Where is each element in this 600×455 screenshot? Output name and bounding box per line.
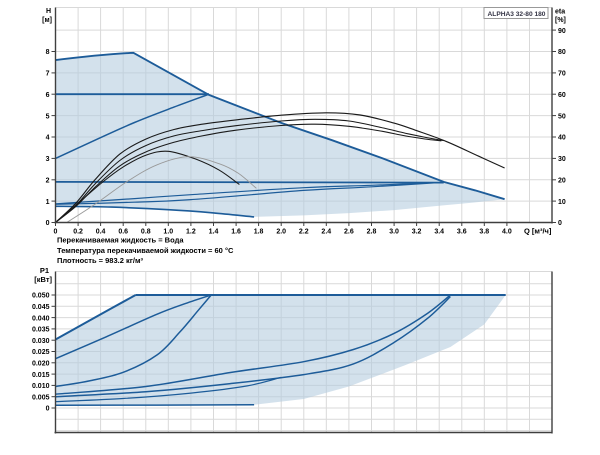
svg-text:8: 8 [46,49,50,56]
svg-text:eta: eta [555,9,565,16]
svg-text:3.4: 3.4 [434,229,444,236]
svg-text:1.0: 1.0 [163,229,173,236]
svg-text:1.4: 1.4 [209,229,219,236]
svg-text:10: 10 [558,199,566,206]
svg-text:0.035: 0.035 [32,327,50,334]
svg-text:20: 20 [558,177,566,184]
svg-text:0.025: 0.025 [32,349,50,356]
svg-text:7: 7 [46,71,50,78]
svg-text:0.2: 0.2 [73,229,83,236]
svg-text:6: 6 [46,92,50,99]
svg-text:0.045: 0.045 [32,304,50,311]
svg-text:2.2: 2.2 [299,229,309,236]
svg-text:2.0: 2.0 [276,229,286,236]
svg-text:40: 40 [558,135,566,142]
svg-text:30: 30 [558,156,566,163]
svg-text:3.6: 3.6 [457,229,467,236]
svg-text:0: 0 [54,229,58,236]
svg-text:4: 4 [46,135,50,142]
svg-text:0.030: 0.030 [32,338,50,345]
svg-text:Плотность = 983.2 кг/м³: Плотность = 983.2 кг/м³ [57,256,143,265]
svg-text:0.040: 0.040 [32,315,50,322]
svg-text:0.015: 0.015 [32,372,50,379]
svg-text:0: 0 [558,220,562,227]
svg-text:4.0: 4.0 [502,229,512,236]
svg-text:0.020: 0.020 [32,361,50,368]
svg-text:Температура перекачиваемой жид: Температура перекачиваемой жидкости = 60… [57,246,234,255]
svg-text:3.8: 3.8 [479,229,489,236]
svg-text:2: 2 [46,177,50,184]
svg-text:[%]: [%] [555,17,566,24]
svg-text:5: 5 [46,113,50,120]
svg-text:80: 80 [558,49,566,56]
svg-text:2.4: 2.4 [321,229,331,236]
svg-text:3.2: 3.2 [412,229,422,236]
svg-text:1.8: 1.8 [254,229,264,236]
svg-text:0.050: 0.050 [32,293,50,300]
svg-text:[м]: [м] [42,17,52,24]
svg-text:Перекачиваемая жидкость = Вода: Перекачиваемая жидкость = Вода [57,236,184,245]
svg-text:2.8: 2.8 [367,229,377,236]
svg-text:1.6: 1.6 [231,229,241,236]
svg-text:2.6: 2.6 [344,229,354,236]
svg-text:0.6: 0.6 [118,229,128,236]
svg-text:Q [м³/ч]: Q [м³/ч] [524,227,552,236]
svg-text:0.010: 0.010 [32,383,50,390]
svg-text:H: H [46,8,51,15]
svg-text:60: 60 [558,92,566,99]
svg-text:90: 90 [558,28,566,35]
svg-text:50: 50 [558,113,566,120]
svg-text:ALPHA3 32-80 180: ALPHA3 32-80 180 [488,11,546,18]
svg-text:3.0: 3.0 [389,229,399,236]
svg-text:70: 70 [558,71,566,78]
svg-text:P1: P1 [40,266,49,275]
svg-text:[кВт]: [кВт] [34,275,52,284]
svg-text:0.8: 0.8 [141,229,151,236]
svg-text:0.005: 0.005 [32,394,50,401]
svg-text:1.2: 1.2 [186,229,196,236]
svg-text:1: 1 [46,199,50,206]
svg-text:0: 0 [46,220,50,227]
svg-text:0.4: 0.4 [96,229,106,236]
svg-text:3: 3 [46,156,50,163]
svg-text:0: 0 [46,406,50,413]
